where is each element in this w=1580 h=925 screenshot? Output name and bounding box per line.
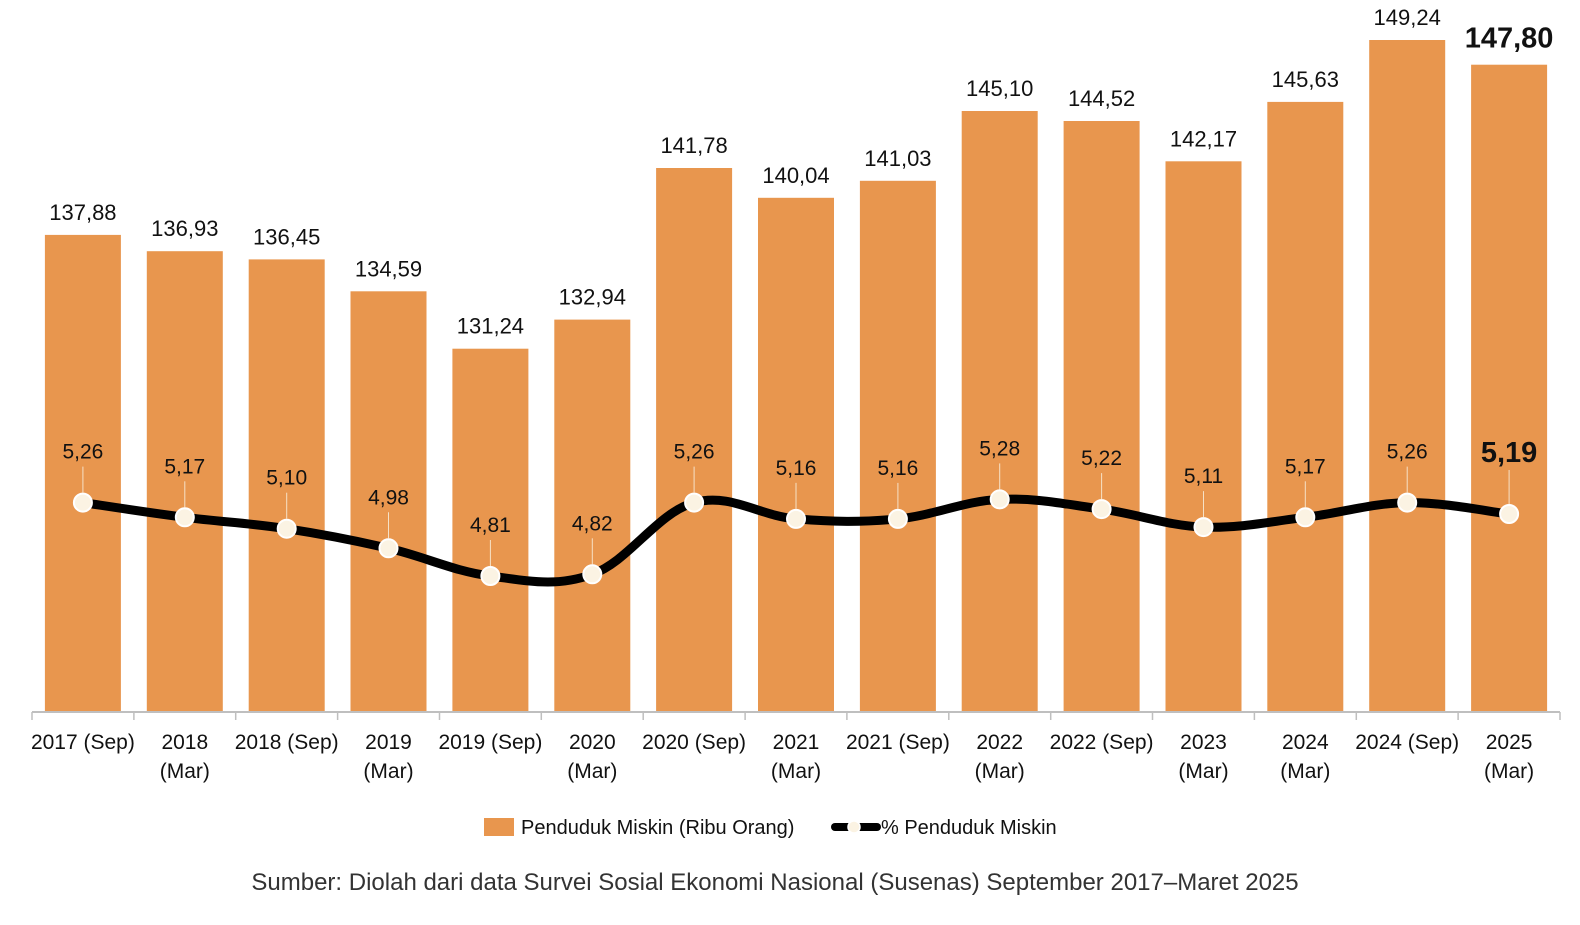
x-tick-label-10-line-1: 2022 [976,731,1023,754]
bar-5 [450,346,531,713]
x-tick-label-12-line-2: (Mar) [1178,760,1228,783]
x-tick-label-12-line-1: 2023 [1180,731,1227,754]
percent-marker-1 [72,492,93,513]
percent-value-labels: 5,26 5,17 5,10 4,98 4,81 4,82 5,26 5,16 5,16 5,28… [62,437,1537,537]
bar-3 [246,257,327,713]
legend-swatch-marker [847,820,861,834]
x-tick-label-7: 2020 (Sep) [642,731,746,754]
bar-12 [1163,159,1244,714]
bar-value-label-15: 147,80 [1465,23,1554,55]
bar-value-label-4: 134,59 [355,256,422,281]
percent-marker-9 [887,508,908,529]
bars-layer [42,38,1550,714]
x-tick-label-13-line-2: (Mar) [1280,760,1330,783]
percent-value-label-4: 4,98 [368,486,409,509]
bar-value-label-14: 149,24 [1374,5,1441,30]
x-tick-label-3: 2018 (Sep) [235,731,339,754]
legend-swatch-bar [484,818,514,836]
x-tick-label-2-line-2: (Mar) [160,760,210,783]
x-tick-label-11: 2022 (Sep) [1050,731,1154,754]
percent-marker-14 [1397,492,1418,513]
percent-value-label-2: 5,17 [164,455,205,478]
bar-value-labels: 137,88 136,93 136,45 134,59 131,24 132,94 141,… [49,5,1553,339]
bar-2 [144,249,225,713]
percent-marker-8 [786,508,806,529]
legend-label-line: % Penduduk Miskin [881,817,1057,839]
bar-value-label-1: 137,88 [49,200,116,225]
percent-value-label-3: 5,10 [266,467,307,490]
bar-8 [756,195,836,714]
bar-value-label-9: 141,03 [864,146,931,171]
percent-marker-2 [174,507,195,528]
bar-10 [959,109,1040,713]
bar-9 [857,178,938,714]
percent-value-label-1: 5,26 [62,441,103,464]
x-tick-label-15-line-2: (Mar) [1484,760,1534,783]
legend: Penduduk Miskin (Ribu Orang) % Penduduk … [484,817,1057,839]
bar-value-label-5: 131,24 [457,314,524,339]
percent-marker-12 [1193,517,1214,538]
x-tick-label-14: 2024 (Sep) [1355,731,1459,754]
percent-value-label-14: 5,26 [1387,441,1428,464]
percent-line-layer [72,463,1520,587]
percent-value-label-6: 4,82 [572,512,613,535]
bar-13 [1265,99,1346,713]
percent-marker-6 [582,564,603,585]
percent-marker-11 [1091,499,1112,520]
percent-marker-7 [684,492,705,513]
percent-value-label-5: 4,81 [470,514,511,537]
x-tick-label-10-line-2: (Mar) [975,760,1025,783]
x-tick-label-6-line-2: (Mar) [567,760,617,783]
percent-marker-4 [378,538,399,559]
percent-value-label-7: 5,26 [674,441,715,464]
percent-marker-10 [989,489,1010,510]
x-tick-label-4-line-2: (Mar) [363,760,413,783]
legend-label-bar: Penduduk Miskin (Ribu Orang) [521,817,794,839]
percent-value-label-13: 5,17 [1285,455,1326,478]
x-tick-label-2-line-1: 2018 [161,731,208,754]
bar-value-label-10: 145,10 [966,76,1033,101]
bar-value-label-6: 132,94 [559,285,626,310]
percent-value-label-9: 5,16 [877,457,918,480]
bar-4 [348,289,429,713]
bar-14 [1367,38,1448,713]
x-tick-label-1: 2017 (Sep) [31,731,135,754]
percent-marker-5 [480,566,501,586]
percent-value-label-12: 5,11 [1184,465,1223,488]
bar-7 [654,166,735,713]
bar-value-label-2: 136,93 [151,216,218,241]
x-tick-label-5: 2019 (Sep) [438,731,542,754]
x-tick-label-8-line-1: 2021 [773,731,820,754]
bar-value-label-3: 136,45 [253,224,320,249]
x-tick-label-6-line-1: 2020 [569,731,616,754]
percent-value-label-10: 5,28 [979,437,1020,460]
percent-value-label-8: 5,16 [776,457,817,480]
bar-value-label-13: 145,63 [1272,67,1339,92]
source-note: Sumber: Diolah dari data Survei Sosial E… [251,869,1298,896]
x-tick-label-15-line-1: 2025 [1486,731,1533,754]
x-tick-label-8-line-2: (Mar) [771,760,821,783]
x-tick-label-9: 2021 (Sep) [846,731,950,754]
percent-marker-13 [1295,507,1316,528]
percent-marker-15 [1499,504,1520,524]
x-tick-label-4-line-1: 2019 [365,731,412,754]
bar-value-label-11: 144,52 [1068,86,1135,111]
bar-value-label-7: 141,78 [660,133,727,158]
bar-15 [1469,62,1550,713]
bar-value-label-8: 140,04 [762,163,829,188]
bar-value-label-12: 142,17 [1170,126,1237,151]
percent-value-label-11: 5,22 [1081,447,1122,470]
x-axis-ticks: 2017 (Sep) 2018 (Mar) 2018 (Sep) 2019 (Mar) 20… [31,712,1561,783]
percent-marker-3 [276,518,297,539]
percent-value-label-15: 5,19 [1481,437,1537,469]
x-tick-label-13-line-1: 2024 [1282,731,1329,754]
bar-11 [1061,119,1142,713]
